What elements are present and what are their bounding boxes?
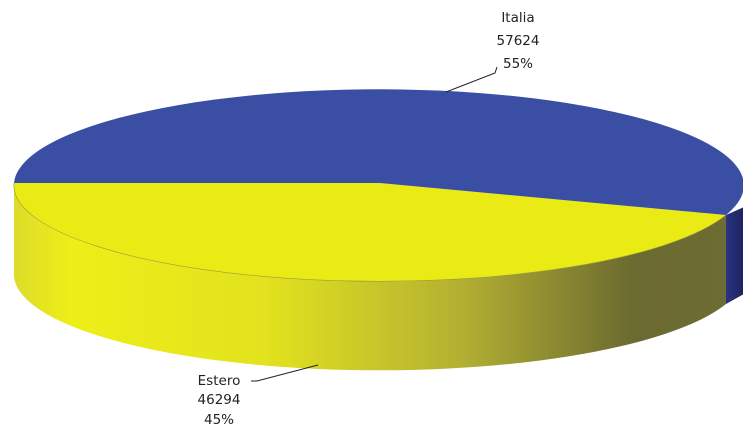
label-estero-value: 46294 — [198, 392, 241, 408]
label-italia-percent: 55% — [503, 56, 533, 72]
slice-estero-top — [13, 183, 727, 282]
label-italia-name: Italia — [501, 10, 534, 26]
leader-line-estero — [251, 364, 319, 382]
slice-italia-top — [14, 89, 743, 215]
slice-estero-side — [13, 183, 727, 371]
label-estero-name: Estero — [198, 373, 241, 389]
label-italia-value: 57624 — [497, 33, 540, 49]
leader-line-italia — [445, 66, 498, 93]
label-estero-percent: 45% — [204, 412, 234, 428]
slice-italia-side — [726, 207, 743, 304]
pie-rim-outline — [13, 182, 727, 282]
